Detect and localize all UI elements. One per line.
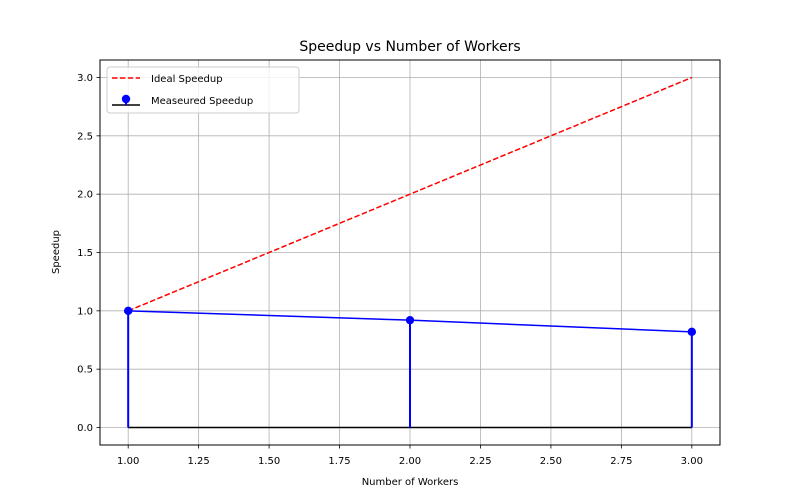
x-tick-label: 1.25 <box>188 456 210 467</box>
measured-speedup-point <box>687 327 697 337</box>
x-tick-label: 1.75 <box>328 456 350 467</box>
y-tick-label: 1.0 <box>77 306 93 317</box>
y-tick-label: 0.0 <box>77 423 93 434</box>
y-tick-label: 2.5 <box>77 131 93 142</box>
x-axis-label: Number of Workers <box>362 477 459 488</box>
y-tick-label: 0.5 <box>77 365 93 376</box>
legend: Ideal Speedup Measeured Speedup <box>106 66 300 114</box>
x-tick-label: 2.50 <box>540 456 562 467</box>
measured-speedup-point <box>405 315 415 325</box>
axis-ticks: 1.00 1.25 1.50 1.75 2.00 2.25 2.50 2.75 3.00 0.0 0… <box>77 73 703 467</box>
x-tick-label: 2.75 <box>610 456 632 467</box>
y-tick-label: 1.5 <box>77 248 93 259</box>
y-axis-label: Speedup <box>51 230 62 274</box>
y-tick-label: 2.0 <box>77 190 93 201</box>
x-tick-label: 3.00 <box>681 456 703 467</box>
chart-title: Speedup vs Number of Workers <box>299 39 520 55</box>
plot-series <box>123 76 697 429</box>
ideal-speedup-line <box>127 76 693 312</box>
x-tick-label: 2.25 <box>469 456 491 467</box>
legend-measured-marker <box>121 94 131 104</box>
legend-ideal-label: Ideal Speedup <box>151 74 223 85</box>
x-tick-label: 2.00 <box>399 456 421 467</box>
measured-speedup-point <box>123 306 133 316</box>
legend-box <box>106 66 300 114</box>
legend-measured-label: Measeured Speedup <box>151 96 253 107</box>
x-tick-label: 1.00 <box>117 456 139 467</box>
x-tick-label: 1.50 <box>258 456 280 467</box>
y-tick-label: 3.0 <box>77 73 93 84</box>
